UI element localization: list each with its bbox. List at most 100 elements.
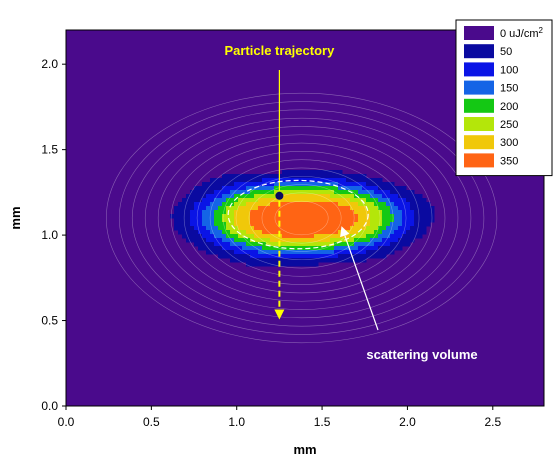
heatmap-cell (306, 254, 311, 259)
heatmap-cell (206, 186, 211, 191)
heatmap-cell (330, 250, 335, 255)
heatmap-cell (274, 250, 279, 255)
heatmap-cell (270, 222, 275, 227)
heatmap-cell (242, 178, 247, 183)
heatmap-cell (350, 182, 355, 187)
heatmap-cell (174, 210, 179, 215)
heatmap-cell (306, 262, 311, 267)
heatmap-cell (246, 194, 251, 199)
heatmap-cell (310, 206, 315, 211)
heatmap-cell (302, 182, 307, 187)
heatmap-cell (378, 210, 383, 215)
heatmap-cell (334, 238, 339, 243)
heatmap-cell (322, 178, 327, 183)
heatmap-cell (262, 178, 267, 183)
heatmap-cell (430, 206, 435, 211)
heatmap-cell (286, 246, 291, 251)
heatmap-cell (250, 198, 255, 203)
heatmap-cell (382, 234, 387, 239)
heatmap-cell (258, 238, 263, 243)
heatmap-cell (302, 254, 307, 259)
heatmap-cell (306, 234, 311, 239)
heatmap-cell (386, 250, 391, 255)
heatmap-cell (342, 206, 347, 211)
heatmap-cell (234, 198, 239, 203)
heatmap-cell (366, 222, 371, 227)
heatmap-cell (230, 258, 235, 263)
heatmap-cell (334, 254, 339, 259)
heatmap-cell (326, 218, 331, 223)
heatmap-cell (186, 226, 191, 231)
heatmap-cell (378, 226, 383, 231)
heatmap-cell (242, 222, 247, 227)
heatmap-cell (294, 218, 299, 223)
heatmap-cell (218, 222, 223, 227)
heatmap-cell (270, 238, 275, 243)
heatmap-cell (302, 218, 307, 223)
heatmap-cell (266, 198, 271, 203)
heatmap-cell (238, 242, 243, 247)
heatmap-cell (358, 222, 363, 227)
heatmap-cell (414, 202, 419, 207)
heatmap-cell (398, 226, 403, 231)
heatmap-cell (238, 226, 243, 231)
heatmap-cell (286, 258, 291, 263)
heatmap-cell (334, 186, 339, 191)
heatmap-cell (214, 202, 219, 207)
y-tick-label: 2.0 (41, 57, 58, 71)
heatmap-cell (350, 246, 355, 251)
heatmap-cell (410, 222, 415, 227)
heatmap-cell (174, 214, 179, 219)
heatmap-cell (402, 222, 407, 227)
heatmap-cell (258, 210, 263, 215)
trajectory-label: Particle trajectory (224, 43, 335, 58)
heatmap-cell (242, 230, 247, 235)
heatmap-cell (386, 210, 391, 215)
heatmap-cell (246, 178, 251, 183)
heatmap-cell (262, 210, 267, 215)
heatmap-cell (354, 254, 359, 259)
heatmap-cell (254, 258, 259, 263)
heatmap-cell (314, 226, 319, 231)
heatmap-cell (250, 178, 255, 183)
heatmap-cell (198, 214, 203, 219)
heatmap-cell (398, 198, 403, 203)
heatmap-cell (382, 242, 387, 247)
heatmap-cell (246, 210, 251, 215)
heatmap-cell (322, 242, 327, 247)
heatmap-cell (358, 190, 363, 195)
heatmap-cell (250, 242, 255, 247)
heatmap-cell (350, 258, 355, 263)
heatmap-cell (242, 182, 247, 187)
heatmap-cell (294, 246, 299, 251)
heatmap-cell (366, 198, 371, 203)
heatmap-cell (398, 238, 403, 243)
heatmap-cell (206, 234, 211, 239)
heatmap-cell (258, 254, 263, 259)
heatmap-cell (350, 214, 355, 219)
heatmap-cell (334, 182, 339, 187)
heatmap-cell (374, 214, 379, 219)
heatmap-cell (270, 182, 275, 187)
heatmap-cell (426, 222, 431, 227)
heatmap-cell (294, 194, 299, 199)
heatmap-cell (394, 222, 399, 227)
heatmap-cell (374, 218, 379, 223)
heatmap-cell (414, 234, 419, 239)
heatmap-cell (254, 174, 259, 179)
y-axis-label: mm (8, 206, 23, 229)
heatmap-cell (422, 222, 427, 227)
heatmap-cell (214, 234, 219, 239)
heatmap-cell (306, 174, 311, 179)
heatmap-cell (274, 238, 279, 243)
heatmap-cell (230, 214, 235, 219)
heatmap-cell (290, 214, 295, 219)
heatmap-cell (354, 242, 359, 247)
heatmap-cell (318, 210, 323, 215)
heatmap-cell (242, 202, 247, 207)
heatmap-cell (254, 206, 259, 211)
heatmap-cell (178, 210, 183, 215)
heatmap-cell (330, 218, 335, 223)
heatmap-cell (370, 222, 375, 227)
heatmap-cell (266, 206, 271, 211)
